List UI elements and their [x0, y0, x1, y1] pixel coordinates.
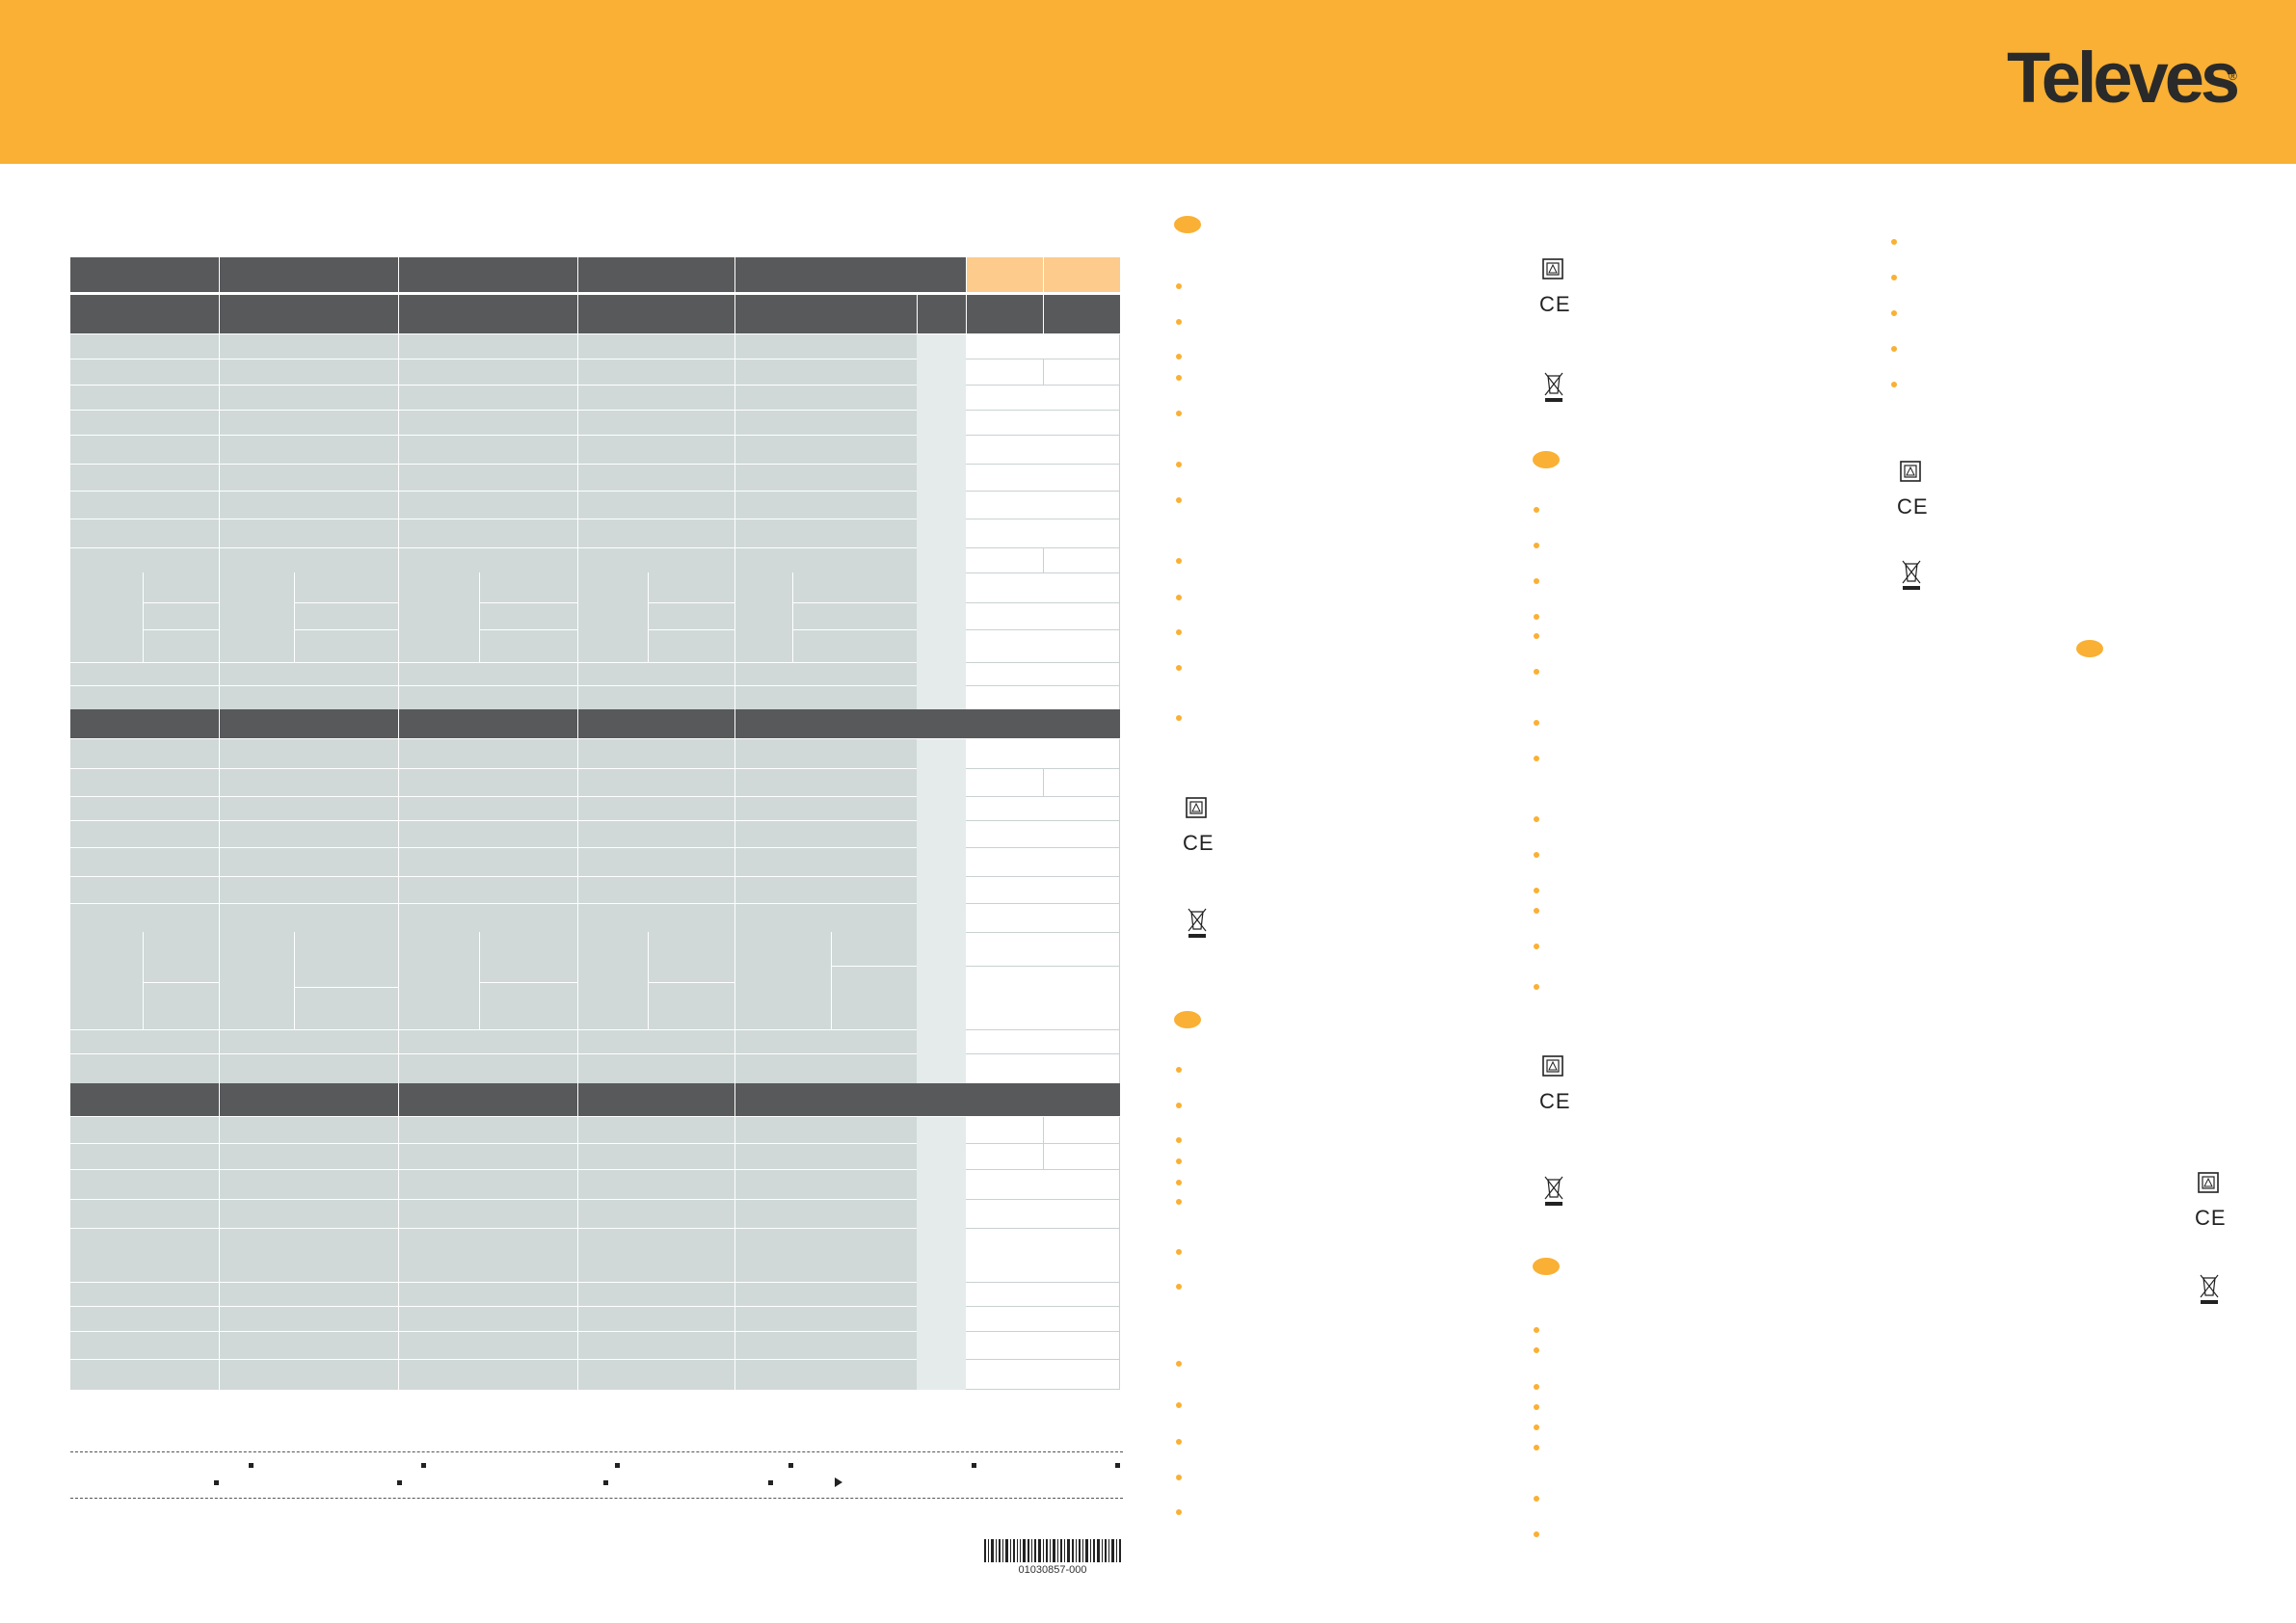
port-marker [1115, 1463, 1120, 1468]
section-1-body [70, 334, 917, 709]
section-2-body [70, 739, 917, 1083]
televes-logo: Televes [2007, 38, 2240, 118]
bullet-icon [1891, 275, 1897, 280]
bullet-icon [1534, 1424, 1539, 1430]
port-marker [214, 1480, 219, 1485]
double-insulation-icon [1542, 1055, 1563, 1077]
bullet-icon [1534, 1347, 1539, 1353]
bullet-icon [1176, 375, 1182, 381]
bullet-icon [1534, 578, 1539, 584]
ce-mark-icon: CE [1539, 292, 1571, 316]
double-insulation-icon [1542, 258, 1563, 279]
bullet-icon [1534, 1384, 1539, 1390]
port-marker [972, 1463, 976, 1468]
bullet-icon [1176, 715, 1182, 721]
bullet-icon [1534, 1496, 1539, 1502]
bullet-icon [1534, 888, 1539, 893]
bullet-icon [1534, 852, 1539, 858]
double-insulation-icon [1186, 797, 1207, 818]
language-marker-icon [2076, 640, 2103, 657]
bullet-icon [1176, 629, 1182, 635]
table-header-row-1 [70, 257, 966, 292]
bullet-icon [1891, 310, 1897, 316]
bullet-icon [1176, 1509, 1182, 1515]
section-2-header [70, 709, 1120, 738]
bullet-icon [1534, 543, 1539, 548]
bullet-icon [1176, 411, 1182, 416]
bullet-icon [1176, 354, 1182, 359]
language-marker-icon [1174, 1011, 1201, 1028]
port-marker [615, 1463, 620, 1468]
crossed-bin-icon [1544, 372, 1563, 402]
crossed-bin-icon [2200, 1274, 2219, 1304]
bullet-icon [1534, 633, 1539, 639]
barcode [984, 1539, 1121, 1562]
language-marker-icon [1533, 451, 1560, 468]
crossed-bin-icon [1188, 908, 1207, 938]
bullet-icon [1176, 1402, 1182, 1408]
double-insulation-icon [2198, 1172, 2219, 1193]
bullet-icon [1176, 1158, 1182, 1164]
bullet-icon [1176, 595, 1182, 600]
double-insulation-icon [1900, 461, 1921, 482]
crossed-bin-icon [1544, 1176, 1563, 1206]
crossed-bin-icon [1902, 560, 1921, 590]
bullet-icon [1176, 1180, 1182, 1185]
ce-mark-icon: CE [1539, 1089, 1571, 1113]
port-marker [603, 1480, 608, 1485]
language-marker-icon [1174, 216, 1201, 233]
bullet-icon [1534, 908, 1539, 914]
diagram-line-top [70, 1451, 1123, 1452]
section-3-body [70, 1117, 917, 1390]
bullet-icon [1891, 346, 1897, 352]
ce-mark-icon: CE [1897, 494, 1929, 519]
header-band [0, 0, 2296, 164]
section-3-header [70, 1083, 1120, 1116]
bullet-icon [1176, 1249, 1182, 1255]
bullet-icon [1534, 614, 1539, 620]
ce-mark-icon: CE [1183, 831, 1215, 855]
bullet-icon [1534, 944, 1539, 949]
bullet-icon [1176, 319, 1182, 325]
bullet-icon [1176, 1475, 1182, 1480]
bullet-icon [1534, 507, 1539, 513]
bullet-icon [1891, 239, 1897, 245]
port-marker [421, 1463, 426, 1468]
bullet-icon [1534, 1531, 1539, 1537]
port-marker [397, 1480, 402, 1485]
bullet-icon [1534, 984, 1539, 990]
bullet-icon [1176, 1439, 1182, 1445]
bullet-icon [1176, 1103, 1182, 1108]
bullet-icon [1176, 1361, 1182, 1367]
bullet-icon [1534, 1404, 1539, 1410]
port-marker [768, 1480, 773, 1485]
diagram-line-bottom [70, 1498, 1123, 1499]
bullet-icon [1891, 382, 1897, 387]
bullet-icon [1534, 1327, 1539, 1333]
registered-mark: ® [2229, 69, 2237, 83]
bullet-icon [1176, 1284, 1182, 1290]
bullet-icon [1176, 497, 1182, 503]
bullet-icon [1534, 1445, 1539, 1450]
port-marker [249, 1463, 254, 1468]
language-marker-icon [1533, 1258, 1560, 1275]
bullet-icon [1176, 558, 1182, 564]
bullet-icon [1534, 816, 1539, 822]
bullet-icon [1176, 462, 1182, 467]
ce-mark-icon: CE [2195, 1206, 2227, 1230]
bullet-icon [1176, 665, 1182, 671]
barcode-number: 01030857-000 [1018, 1564, 1087, 1576]
bullet-icon [1176, 1067, 1182, 1073]
bullet-icon [1176, 1137, 1182, 1143]
specification-table [70, 257, 1120, 1390]
bullet-icon [1534, 756, 1539, 761]
bullet-icon [1176, 1199, 1182, 1205]
bullet-icon [1176, 283, 1182, 289]
table-header-row-2 [70, 295, 1120, 333]
arrow-right-icon [835, 1477, 842, 1487]
bullet-icon [1534, 720, 1539, 726]
bullet-icon [1534, 669, 1539, 675]
port-marker [788, 1463, 793, 1468]
